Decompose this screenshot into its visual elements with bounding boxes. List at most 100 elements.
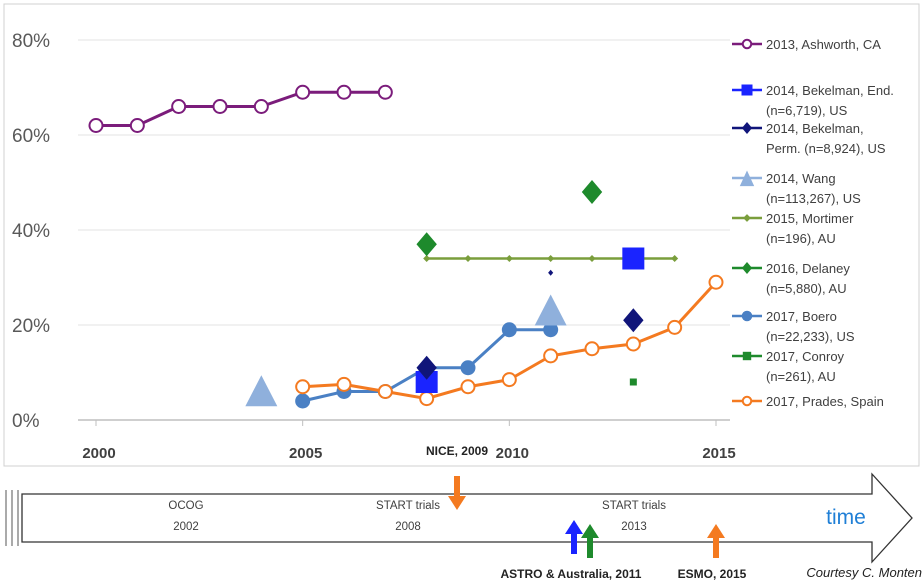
data-point (464, 255, 472, 262)
data-point (171, 99, 187, 114)
legend-label: (n=261), AU (766, 369, 836, 384)
y-tick-label: 40% (12, 221, 50, 242)
data-point (245, 375, 278, 407)
data-point (419, 391, 435, 407)
data-point (548, 269, 554, 276)
legend-label: 2015, Mortimer (766, 211, 854, 226)
event-label: ESMO, 2015 (678, 567, 747, 581)
series-0 (88, 84, 393, 133)
legend-label: 2013, Ashworth, CA (766, 37, 881, 52)
legend-marker (739, 170, 755, 187)
series-7 (629, 378, 637, 386)
data-point (253, 99, 269, 114)
data-point (295, 84, 311, 100)
plot-series (88, 84, 724, 409)
x-tick-label: 2000 (82, 445, 115, 462)
data-point (416, 232, 437, 257)
legend-item: 2015, Mortimer (n=196), AU (732, 211, 854, 246)
y-axis: 0% 20% 40% 60% 80% (12, 31, 50, 432)
timeline-arrow (21, 472, 913, 564)
legend-label: 2017, Boero (766, 309, 837, 324)
data-point (295, 379, 311, 395)
data-point (708, 274, 724, 290)
legend-marker (741, 395, 753, 407)
legend: 2013, Ashworth, CA 2014, Bekelman, End. (n… (732, 37, 894, 409)
timeline-period-year: 2002 (173, 521, 199, 533)
legend-item: 2014, Bekelman, End. (n=6,719), US (732, 83, 894, 118)
data-point (336, 84, 352, 100)
data-point (622, 247, 645, 270)
data-point (629, 378, 637, 386)
legend-item: 2014, Bekelman, Perm. (n=8,924), US (732, 121, 886, 156)
y-tick-label: 80% (12, 31, 50, 52)
data-point (623, 308, 644, 333)
data-point (295, 393, 311, 409)
event-label: ASTRO & Australia, 2011 (501, 567, 642, 581)
event-label: NICE, 2009 (426, 444, 488, 458)
timeline-period-label: START trials (376, 500, 440, 512)
chart-border (3, 3, 920, 467)
legend-label: 2017, Conroy (766, 349, 845, 364)
legend-label: (n=5,880), AU (766, 281, 847, 296)
data-point (336, 376, 352, 392)
series-8 (295, 274, 724, 407)
legend-marker (741, 38, 753, 50)
legend-item: 2014, Wang (n=113,267), US (732, 170, 861, 206)
data-point (547, 255, 555, 262)
legend-label: 2017, Prades, Spain (766, 394, 884, 409)
event-arrow (565, 520, 583, 554)
event-arrow (448, 476, 466, 510)
legend-label: 2014, Wang (766, 171, 836, 186)
data-point (543, 322, 559, 338)
legend-marker (741, 122, 753, 134)
legend-item: 2017, Prades, Spain (732, 394, 884, 409)
timeline-period-label: START trials (602, 500, 666, 512)
legend-item: 2017, Boero (n=22,233), US (732, 309, 855, 344)
data-point (534, 294, 567, 326)
legend-marker (743, 214, 751, 222)
x-tick-label: 2015 (702, 445, 735, 462)
timeline-period-year: 2008 (395, 521, 421, 533)
data-point (625, 336, 641, 352)
credit-text: Courtesy C. Monten (806, 565, 922, 580)
data-point (581, 180, 603, 204)
event-arrow (581, 524, 599, 558)
legend-label: 2014, Bekelman, (766, 121, 864, 136)
y-tick-label: 60% (12, 126, 50, 147)
grid (78, 39, 730, 421)
data-point (377, 384, 393, 399)
x-tick-label: 2010 (496, 445, 529, 462)
data-point (460, 379, 476, 395)
data-point (584, 341, 600, 357)
legend-marker (741, 262, 753, 274)
data-point (88, 118, 104, 133)
y-tick-label: 0% (12, 411, 40, 432)
data-point (212, 99, 228, 114)
legend-label: 2016, Delaney (766, 261, 850, 276)
data-point (377, 84, 393, 100)
series-1 (415, 247, 645, 393)
data-point (667, 319, 683, 335)
series-3 (245, 294, 567, 407)
legend-item: 2017, Conroy (n=261), AU (732, 349, 845, 384)
data-point (416, 355, 437, 380)
legend-label: (n=22,233), US (766, 329, 855, 344)
y-tick-label: 20% (12, 316, 50, 337)
legend-label: (n=6,719), US (766, 103, 848, 118)
time-label: time (826, 506, 866, 529)
data-point (415, 371, 438, 393)
data-point (460, 360, 476, 376)
legend-label: (n=196), AU (766, 231, 836, 246)
x-tick-label: 2005 (289, 445, 322, 462)
data-point (505, 255, 513, 262)
series-2 (416, 269, 644, 380)
legend-marker (741, 310, 753, 322)
legend-item: 2013, Ashworth, CA (732, 37, 881, 52)
event-arrow (707, 524, 725, 558)
legend-label: 2014, Bekelman, End. (766, 83, 894, 98)
legend-marker (741, 84, 753, 96)
data-point (423, 255, 431, 262)
data-point (671, 255, 679, 262)
x-axis: 2000 2005 2010 2015 (82, 420, 736, 462)
